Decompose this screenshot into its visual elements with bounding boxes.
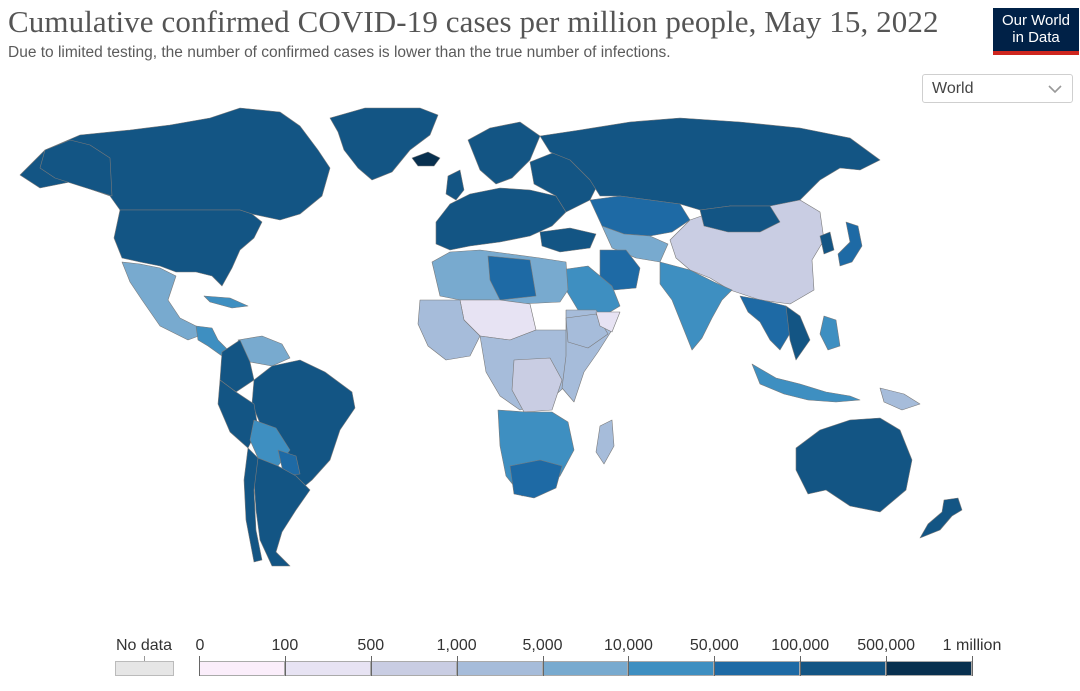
legend-tick bbox=[199, 656, 200, 676]
legend-tick-label: 0 bbox=[195, 637, 205, 654]
country-usa-alaska[interactable] bbox=[39, 139, 113, 197]
country-papua-new-guinea[interactable] bbox=[879, 387, 921, 411]
legend-tick bbox=[886, 656, 888, 676]
country-somalia[interactable] bbox=[595, 311, 621, 333]
region-western-europe[interactable] bbox=[435, 187, 567, 251]
country-madagascar[interactable] bbox=[595, 419, 615, 465]
legend-bin[interactable] bbox=[542, 661, 629, 676]
country-vietnam[interactable] bbox=[785, 305, 811, 361]
legend-no-data-tick bbox=[144, 656, 145, 661]
legend-tick bbox=[972, 656, 973, 676]
legend-tick-label: 100 bbox=[271, 637, 299, 654]
country-mexico[interactable] bbox=[121, 261, 205, 341]
logo-line-1: Our World bbox=[1001, 12, 1071, 29]
chevron-down-icon bbox=[1048, 85, 1062, 94]
country-turkey[interactable] bbox=[539, 227, 597, 253]
legend-tick-label: 100,000 bbox=[771, 637, 830, 654]
region-scandinavia[interactable] bbox=[467, 121, 541, 185]
legend-tick-label: 1,000 bbox=[436, 637, 477, 654]
country-chile[interactable] bbox=[243, 447, 263, 563]
country-india[interactable] bbox=[659, 261, 733, 351]
legend-bin[interactable] bbox=[800, 661, 887, 676]
logo-line-2: in Data bbox=[1012, 29, 1060, 46]
legend: No data 0 100 500 1,000 5,000 10,000 50,000 100… bbox=[0, 632, 1080, 691]
country-argentina[interactable] bbox=[253, 457, 311, 567]
legend-no-data-swatch[interactable] bbox=[115, 661, 174, 676]
legend-no-data-label: No data bbox=[115, 637, 173, 654]
country-libya[interactable] bbox=[487, 255, 537, 301]
region-select-value: World bbox=[932, 80, 974, 97]
legend-tick bbox=[800, 656, 802, 676]
legend-tick bbox=[370, 656, 372, 676]
region-central-asia[interactable] bbox=[601, 225, 669, 263]
country-iceland[interactable] bbox=[411, 151, 441, 167]
country-south-africa[interactable] bbox=[509, 459, 563, 499]
legend-tick-label: 5,000 bbox=[522, 637, 563, 654]
legend-tick-label: 50,000 bbox=[689, 637, 739, 654]
country-new-zealand[interactable] bbox=[919, 497, 963, 539]
region-select[interactable]: World bbox=[922, 74, 1073, 103]
legend-bin[interactable] bbox=[714, 661, 801, 676]
legend-tick-label: 500,000 bbox=[857, 637, 916, 654]
legend-bin[interactable] bbox=[370, 661, 457, 676]
legend-bin[interactable] bbox=[284, 661, 371, 676]
region-west-africa[interactable] bbox=[417, 299, 481, 361]
legend-tick bbox=[714, 656, 716, 676]
country-usa[interactable] bbox=[113, 209, 263, 287]
legend-tick bbox=[628, 656, 630, 676]
region-southeast-asia[interactable] bbox=[739, 295, 793, 351]
legend-bin[interactable] bbox=[886, 661, 972, 676]
country-mongolia[interactable] bbox=[699, 205, 781, 233]
country-philippines[interactable] bbox=[819, 315, 841, 351]
country-australia[interactable] bbox=[795, 417, 913, 513]
country-cuba[interactable] bbox=[203, 295, 249, 309]
owid-logo[interactable]: Our World in Data bbox=[993, 8, 1079, 55]
country-indonesia[interactable] bbox=[751, 363, 861, 403]
chart-title: Cumulative confirmed COVID-19 cases per … bbox=[8, 4, 939, 39]
legend-tick-label: 500 bbox=[357, 637, 385, 654]
country-ethiopia[interactable] bbox=[565, 313, 609, 349]
legend-bin[interactable] bbox=[628, 661, 715, 676]
legend-tick-label: 10,000 bbox=[603, 637, 653, 654]
legend-bin[interactable] bbox=[199, 661, 285, 676]
legend-tick-label: 1 million bbox=[942, 637, 1002, 654]
legend-tick bbox=[284, 656, 286, 676]
world-map bbox=[19, 107, 963, 567]
country-greenland[interactable] bbox=[329, 107, 439, 181]
country-uk[interactable] bbox=[445, 169, 465, 201]
legend-bin[interactable] bbox=[456, 661, 543, 676]
legend-tick bbox=[542, 656, 544, 676]
country-japan[interactable] bbox=[837, 221, 863, 267]
chart-subtitle: Due to limited testing, the number of co… bbox=[8, 44, 671, 61]
country-south-korea[interactable] bbox=[819, 231, 835, 255]
country-drc[interactable] bbox=[511, 357, 563, 413]
legend-tick bbox=[456, 656, 458, 676]
